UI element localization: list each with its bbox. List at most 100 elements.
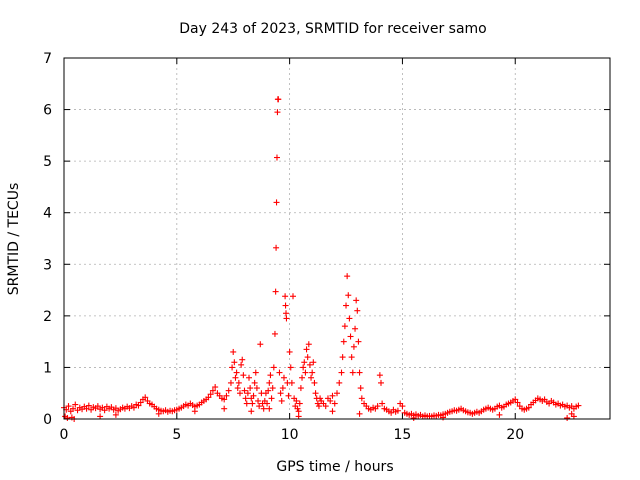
- data-point: [248, 408, 255, 415]
- data-point: [290, 293, 297, 300]
- data-point: [287, 364, 294, 371]
- data-point: [264, 400, 271, 407]
- x-tick-label: 20: [506, 427, 524, 443]
- data-point: [275, 96, 282, 103]
- data-point: [97, 413, 104, 420]
- data-point: [322, 403, 329, 410]
- data-point: [277, 390, 284, 397]
- data-point: [221, 396, 228, 403]
- data-point: [388, 409, 395, 416]
- data-point: [280, 374, 287, 381]
- data-point: [268, 395, 275, 402]
- data-point: [191, 408, 198, 415]
- grid: [64, 58, 610, 419]
- data-point: [344, 273, 351, 280]
- data-point: [283, 315, 290, 322]
- data-point: [410, 414, 417, 421]
- data-point: [312, 390, 319, 397]
- data-point: [271, 330, 278, 337]
- data-point: [230, 348, 237, 355]
- data-point: [346, 315, 353, 322]
- data-point: [311, 379, 318, 386]
- data-point: [352, 325, 359, 332]
- data-point: [209, 387, 216, 394]
- data-point: [223, 392, 230, 399]
- chart-title: Day 243 of 2023, SRMTID for receiver sam…: [179, 21, 487, 37]
- data-point: [267, 372, 274, 379]
- data-point: [308, 374, 315, 381]
- data-point: [242, 395, 249, 402]
- data-point: [235, 379, 242, 386]
- data-point: [394, 407, 401, 414]
- data-point: [265, 387, 272, 394]
- data-point: [294, 405, 301, 412]
- data-point: [349, 369, 356, 376]
- data-point: [256, 403, 263, 410]
- data-point: [314, 400, 321, 407]
- data-point: [250, 392, 257, 399]
- data-point: [575, 402, 582, 409]
- data-point: [306, 361, 313, 368]
- data-point: [221, 405, 228, 412]
- data-point: [101, 407, 108, 414]
- data-point: [273, 199, 280, 206]
- data-point: [347, 333, 354, 340]
- data-point: [329, 392, 336, 399]
- data-point: [94, 403, 101, 410]
- data-point: [232, 374, 239, 381]
- data-point: [244, 390, 251, 397]
- data-points: [61, 96, 582, 422]
- data-point: [339, 354, 346, 361]
- data-point: [233, 369, 240, 376]
- data-point: [238, 361, 245, 368]
- data-point: [512, 396, 519, 403]
- data-point: [241, 387, 248, 394]
- data-point: [227, 379, 234, 386]
- data-point: [225, 387, 232, 394]
- data-point: [345, 292, 352, 299]
- data-point: [305, 341, 312, 348]
- data-point: [239, 356, 246, 363]
- data-point: [295, 408, 302, 415]
- data-point: [525, 404, 532, 411]
- data-point: [283, 310, 290, 317]
- data-point: [295, 413, 302, 420]
- data-point: [272, 288, 279, 295]
- data-point: [374, 403, 381, 410]
- data-point: [334, 390, 340, 397]
- data-point: [249, 400, 256, 407]
- data-point: [350, 343, 357, 350]
- data-point: [273, 154, 280, 161]
- data-point: [155, 410, 162, 417]
- data-point: [399, 403, 406, 410]
- data-point: [348, 354, 355, 361]
- data-point: [130, 404, 137, 411]
- data-point: [252, 369, 259, 376]
- data-point: [266, 379, 273, 386]
- data-point: [353, 297, 360, 304]
- data-point: [357, 385, 364, 392]
- y-axis-label: SRMTID / TECUs: [6, 183, 22, 296]
- data-point: [303, 346, 310, 353]
- data-point: [70, 405, 77, 412]
- data-point: [253, 385, 260, 392]
- data-point: [83, 405, 90, 412]
- data-point: [257, 341, 264, 348]
- data-point: [300, 364, 307, 371]
- y-tick-label: 5: [43, 154, 52, 170]
- data-point: [340, 338, 347, 345]
- y-tick-label: 6: [43, 103, 52, 119]
- data-point: [137, 399, 144, 406]
- data-point: [310, 359, 317, 366]
- data-point: [570, 413, 577, 420]
- data-point: [279, 385, 286, 392]
- data-point: [514, 399, 521, 406]
- data-point: [278, 397, 285, 404]
- data-point: [293, 397, 300, 404]
- data-point: [240, 372, 247, 379]
- data-point: [296, 400, 303, 407]
- data-point: [358, 395, 365, 402]
- data-point: [251, 379, 258, 386]
- data-point: [288, 379, 295, 386]
